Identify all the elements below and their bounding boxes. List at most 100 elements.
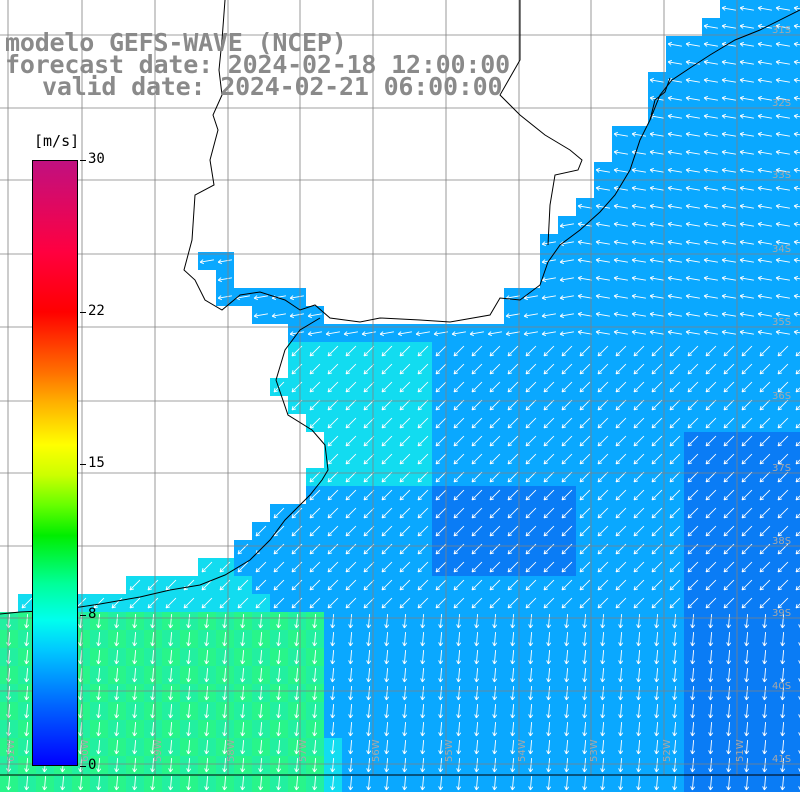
wind-arrow xyxy=(577,257,592,263)
wind-arrow xyxy=(685,113,700,119)
wind-arrow xyxy=(363,453,375,465)
wind-arrow xyxy=(721,329,736,335)
wind-arrow xyxy=(757,113,772,119)
wind-arrow xyxy=(703,113,718,119)
wind-arrow xyxy=(757,167,772,173)
wind-arrow xyxy=(541,241,556,247)
wind-arrow xyxy=(651,453,663,465)
wind-arrow xyxy=(345,471,357,483)
wind-arrow xyxy=(793,275,800,281)
wind-arrow xyxy=(435,435,447,447)
wind-arrow xyxy=(417,471,429,483)
wind-arrow xyxy=(613,239,628,245)
wind-arrow xyxy=(631,185,646,191)
wind-arrow xyxy=(453,507,465,519)
wind-arrow xyxy=(435,417,447,429)
wind-arrow xyxy=(667,95,682,101)
wind-arrow xyxy=(757,95,772,101)
wind-arrow xyxy=(255,597,267,609)
wind-arrow xyxy=(723,363,735,375)
wind-arrow xyxy=(309,417,321,429)
wind-arrow xyxy=(489,471,501,483)
wind-arrow xyxy=(289,313,304,319)
wind-arrow xyxy=(579,399,591,411)
latitude-label: 34S xyxy=(772,244,791,255)
wind-arrow xyxy=(793,59,800,65)
wind-arrow xyxy=(381,507,393,519)
wind-arrow xyxy=(775,293,790,299)
wind-arrow xyxy=(757,203,772,209)
wind-arrow xyxy=(543,579,555,591)
wind-arrow xyxy=(507,471,519,483)
wind-arrow xyxy=(757,185,772,191)
wind-arrow xyxy=(615,579,627,591)
wind-arrow xyxy=(577,203,592,209)
wind-arrow xyxy=(147,597,159,609)
wind-arrow xyxy=(795,585,800,591)
wind-arrow xyxy=(703,293,718,299)
wind-arrow xyxy=(775,185,790,191)
wind-arrow xyxy=(795,567,800,573)
wind-arrow xyxy=(453,453,465,465)
wind-arrow xyxy=(345,453,357,465)
wind-arrow xyxy=(775,95,790,101)
wind-arrow xyxy=(325,331,340,337)
wind-arrow xyxy=(741,453,753,465)
wind-arrow xyxy=(615,417,627,429)
wind-arrow xyxy=(633,363,645,375)
wind-arrow xyxy=(435,471,447,483)
wind-arrow xyxy=(595,257,610,263)
wind-arrow xyxy=(595,185,610,191)
wind-arrow xyxy=(631,149,646,155)
wind-arrow xyxy=(309,597,321,609)
wind-arrow xyxy=(685,311,700,317)
wind-arrow xyxy=(579,453,591,465)
wind-arrow xyxy=(615,525,627,537)
wind-arrow xyxy=(777,435,789,447)
wind-arrow xyxy=(165,597,177,609)
wind-arrow xyxy=(687,381,699,393)
wind-arrow xyxy=(793,221,800,227)
wind-arrow xyxy=(669,525,681,537)
wind-arrow xyxy=(345,489,357,501)
wind-arrow xyxy=(615,345,627,357)
wind-arrow xyxy=(741,471,753,483)
wind-arrow xyxy=(543,525,555,537)
wind-arrow xyxy=(309,363,321,375)
wind-arrow xyxy=(741,363,753,375)
wind-arrow xyxy=(723,381,735,393)
wind-arrow xyxy=(613,131,628,137)
wind-arrow xyxy=(577,239,592,245)
wind-arrow xyxy=(723,453,735,465)
wind-arrow xyxy=(721,5,736,11)
wind-arrow xyxy=(687,507,699,519)
wind-arrow xyxy=(703,131,718,137)
wind-arrow xyxy=(649,257,664,263)
wind-arrow xyxy=(165,579,177,591)
wind-arrow xyxy=(685,203,700,209)
wind-arrow xyxy=(595,311,610,317)
wind-arrow xyxy=(381,435,393,447)
wind-arrow xyxy=(327,525,339,537)
colorbar-tick-15: 15 xyxy=(88,455,105,471)
wind-arrow xyxy=(471,525,483,537)
wind-arrow xyxy=(489,363,501,375)
wind-arrow xyxy=(561,345,573,357)
wind-arrow xyxy=(201,597,213,609)
wind-arrow xyxy=(543,597,555,609)
wind-arrow xyxy=(723,489,735,501)
wind-arrow xyxy=(273,507,285,519)
wind-arrow xyxy=(417,597,429,609)
wind-arrow xyxy=(541,295,556,301)
wind-arrow xyxy=(721,203,736,209)
wind-arrow xyxy=(669,507,681,519)
wind-speed-cell xyxy=(792,774,800,792)
wind-arrow xyxy=(793,185,800,191)
wind-arrow xyxy=(363,417,375,429)
wind-arrow xyxy=(435,399,447,411)
wind-arrow xyxy=(543,561,555,573)
wind-arrow xyxy=(435,345,447,357)
wind-arrow xyxy=(685,59,700,65)
wind-arrow xyxy=(345,381,357,393)
wind-arrow xyxy=(579,507,591,519)
